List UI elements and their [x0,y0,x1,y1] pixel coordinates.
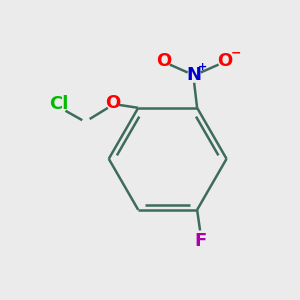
Text: +: + [198,61,207,72]
Text: O: O [218,52,233,70]
Text: Cl: Cl [49,95,68,113]
Text: O: O [156,52,171,70]
Text: −: − [231,47,242,60]
Text: O: O [106,94,121,112]
Text: F: F [194,232,206,250]
Text: N: N [187,66,202,84]
